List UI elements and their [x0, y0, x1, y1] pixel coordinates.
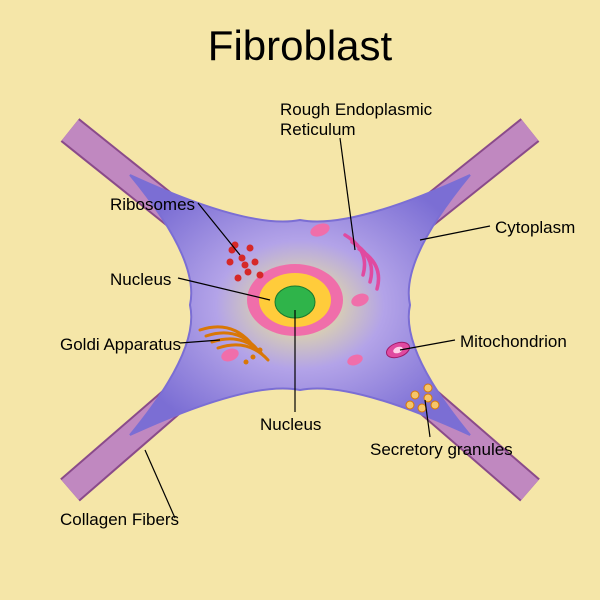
label-collagen: Collagen Fibers: [60, 510, 179, 530]
diagram-canvas: Rough EndoplasmicReticulum Ribosomes Cytop…: [0, 0, 600, 600]
label-mito: Mitochondrion: [460, 332, 567, 352]
label-secretory: Secretory granules: [370, 440, 513, 460]
label-cytoplasm: Cytoplasm: [495, 218, 575, 238]
label-ribosomes: Ribosomes: [110, 195, 195, 215]
label-nucleus2: Nucleus: [260, 415, 321, 435]
label-golgi: Goldi Apparatus: [60, 335, 181, 355]
label-nucleus1: Nucleus: [110, 270, 171, 290]
label-rer: Rough EndoplasmicReticulum: [280, 100, 432, 140]
diagram-title: Fibroblast: [0, 22, 600, 70]
